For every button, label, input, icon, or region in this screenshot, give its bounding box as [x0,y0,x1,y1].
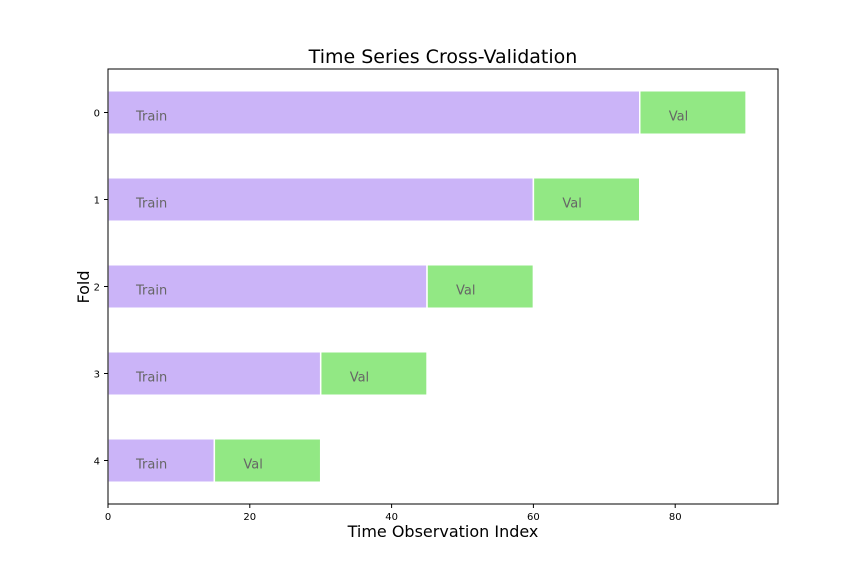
val-bar-fold-1 [532,177,641,222]
train-bar-fold-1 [107,177,535,222]
chart-title: Time Series Cross-Validation [308,46,578,68]
y-axis-title: Fold [74,270,93,303]
val-bar-fold-3 [319,351,428,396]
train-bar-fold-4 [107,438,216,483]
train-label-fold-1: Train [135,197,167,212]
val-label-fold-2: Val [456,284,475,299]
x-tick-label-40: 40 [385,512,398,523]
train-bar-fold-3 [107,351,322,396]
bars-group [107,90,747,483]
train-label-fold-3: Train [135,371,167,386]
val-bar-fold-2 [426,264,535,309]
val-bar-fold-0 [638,90,747,135]
bar-labels-group: Train Val Train Val Train Val Train Val Train Val [135,110,688,473]
x-tick-label-20: 20 [243,512,256,523]
train-label-fold-2: Train [135,284,167,299]
y-tick-label-1: 1 [94,196,100,207]
x-tick-label-80: 80 [669,512,682,523]
x-axis-ticks: 0 20 40 60 80 [105,504,682,523]
val-label-fold-4: Val [243,458,262,473]
x-tick-label-60: 60 [527,512,540,523]
y-axis-ticks: 0 1 2 3 4 [94,109,108,468]
val-label-fold-1: Val [562,197,581,212]
y-tick-label-2: 2 [94,283,100,294]
val-label-fold-3: Val [350,371,369,386]
val-bar-fold-4 [213,438,322,483]
train-label-fold-4: Train [135,458,167,473]
y-tick-label-3: 3 [94,370,100,381]
y-tick-label-0: 0 [94,109,100,120]
x-tick-label-0: 0 [105,512,111,523]
train-bar-fold-2 [107,264,428,309]
x-axis-title: Time Observation Index [347,522,539,541]
y-tick-label-4: 4 [94,457,100,468]
train-bar-fold-0 [107,90,641,135]
train-label-fold-0: Train [135,110,167,125]
val-label-fold-0: Val [669,110,688,125]
